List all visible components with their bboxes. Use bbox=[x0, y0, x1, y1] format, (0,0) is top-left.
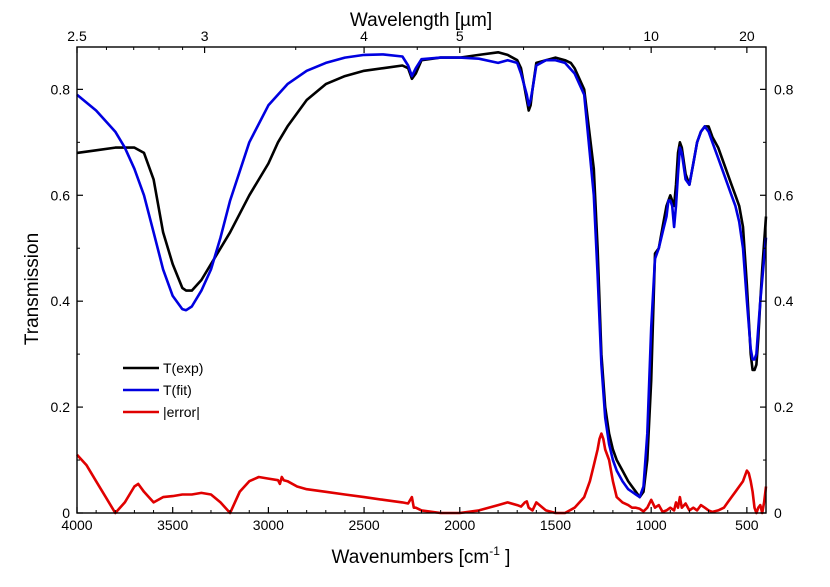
series-line-tfit bbox=[76, 53, 768, 499]
x-tick-label: 2000 bbox=[444, 517, 475, 533]
top-tick-label: 4 bbox=[360, 28, 368, 44]
top-tick-label: 2.5 bbox=[67, 28, 87, 44]
x-tick-label: 1000 bbox=[636, 517, 667, 533]
legend: T(exp) T(fit) |error| bbox=[123, 360, 203, 420]
y-axis-title: Transmission bbox=[22, 233, 43, 345]
legend-label-texp: T(exp) bbox=[163, 360, 203, 376]
x-tick-label: 3500 bbox=[157, 517, 188, 533]
x-tick-label: 4000 bbox=[61, 517, 92, 533]
x-tick-label: 3000 bbox=[253, 517, 284, 533]
y-tick-label-right: 0.8 bbox=[774, 81, 794, 97]
x-tick-label: 2500 bbox=[349, 517, 380, 533]
bottom-axis-title-end: ] bbox=[500, 547, 511, 568]
top-axis-title: Wavelength [µm] bbox=[350, 10, 492, 31]
top-tick-label: 5 bbox=[456, 28, 464, 44]
top-tick-label: 20 bbox=[739, 28, 755, 44]
y-tick-label-left: 0.6 bbox=[51, 187, 71, 203]
x-tick-label: 1500 bbox=[540, 517, 571, 533]
legend-label-error: |error| bbox=[163, 404, 200, 420]
series-layer bbox=[76, 51, 768, 515]
y-tick-label-right: 0.4 bbox=[774, 293, 794, 309]
tick-layer: 4000 3500 3000 2500 2000 1500 1000 500 0 0 0.2 0.2 0… bbox=[51, 28, 794, 533]
series-line-texp bbox=[76, 51, 768, 499]
top-tick-label: 3 bbox=[201, 28, 209, 44]
y-tick-label-right: 0 bbox=[774, 505, 782, 521]
y-tick-label-left: 0.2 bbox=[51, 399, 71, 415]
y-tick-label-right: 0.6 bbox=[774, 187, 794, 203]
y-tick-label-left: 0.4 bbox=[51, 293, 71, 309]
bottom-axis-title-superscript: -1 bbox=[489, 544, 500, 558]
bottom-axis-title-main: Wavenumbers [cm bbox=[332, 547, 490, 568]
bottom-axis-title: Wavenumbers [cm-1 ] bbox=[332, 544, 511, 568]
series-line-error bbox=[76, 432, 768, 515]
top-tick-label: 10 bbox=[643, 28, 659, 44]
y-tick-label-right: 0.2 bbox=[774, 399, 794, 415]
x-tick-label: 500 bbox=[735, 517, 759, 533]
y-tick-label-left: 0.8 bbox=[51, 81, 71, 97]
y-tick-label-left: 0 bbox=[62, 505, 70, 521]
legend-label-tfit: T(fit) bbox=[163, 382, 192, 398]
